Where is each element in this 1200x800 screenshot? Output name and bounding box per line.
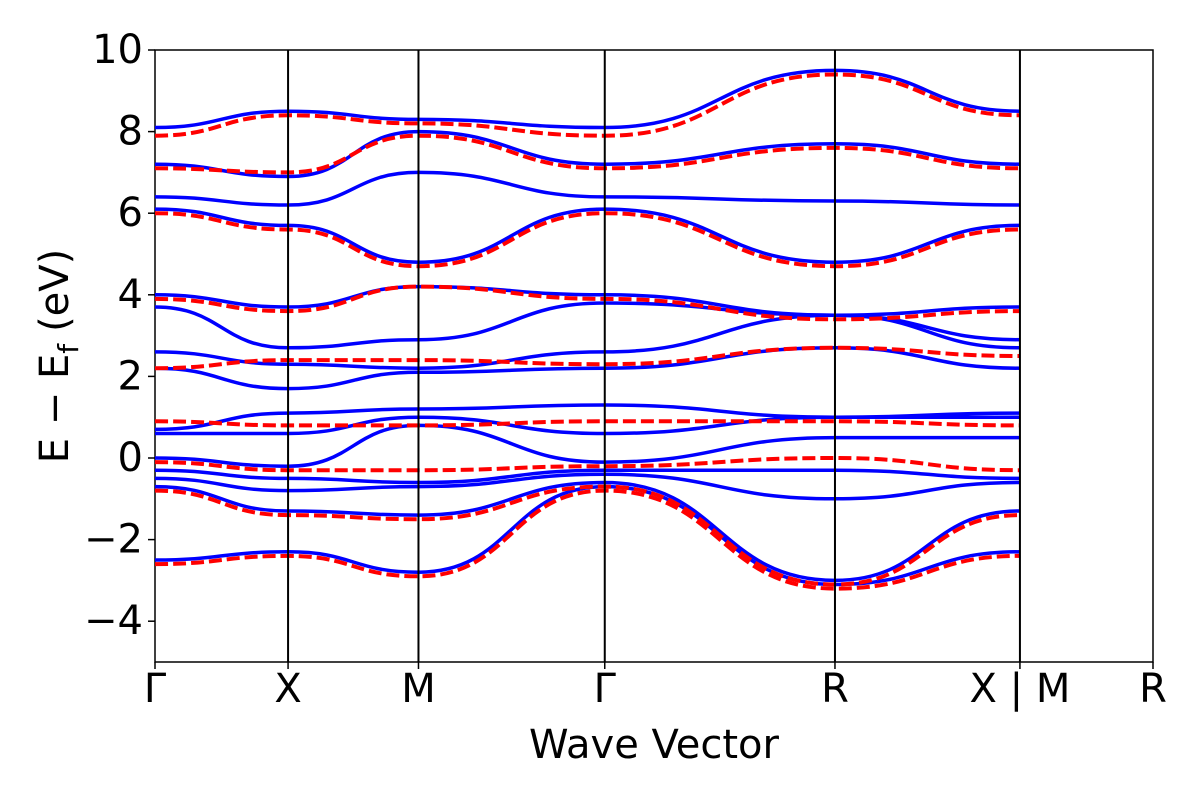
y-axis-title-unit: (eV) xyxy=(32,249,78,332)
x-tick-label: R xyxy=(821,666,849,712)
y-tick-label: −4 xyxy=(84,598,143,644)
x-tick-label: X xyxy=(274,666,301,712)
x-tick-label: M xyxy=(401,666,436,712)
x-tick-label: R xyxy=(1139,666,1167,712)
x-axis-title: Wave Vector xyxy=(529,722,780,768)
y-axis-tick-labels: 10 8 6 4 2 0 −2 −4 xyxy=(84,27,143,644)
y-tick-label: −2 xyxy=(84,517,143,563)
band-line-solid xyxy=(155,487,1153,585)
high-symmetry-lines xyxy=(287,50,1021,662)
y-tick-label: 0 xyxy=(118,435,143,481)
band-line-dashed xyxy=(155,487,1153,585)
y-tick-label: 2 xyxy=(118,353,143,399)
band-lines xyxy=(155,70,1153,588)
y-axis-title: E − Ef (eV) xyxy=(32,249,85,464)
y-tick-label: 8 xyxy=(118,109,143,155)
x-tick-label: Γ xyxy=(594,666,617,712)
y-tick-label: 4 xyxy=(118,272,143,318)
y-tick-label: 6 xyxy=(118,190,143,236)
plot-frame xyxy=(154,49,1154,663)
plot-area xyxy=(148,49,1154,669)
y-axis-title-subscript: f xyxy=(52,343,85,354)
x-axis-tick-labels: Γ X M Γ R X | M R xyxy=(144,666,1167,712)
band-line-dashed xyxy=(155,421,1153,425)
y-tick-label: 10 xyxy=(92,27,143,73)
band-line-dashed xyxy=(155,75,1153,136)
y-axis-title-main: E − E xyxy=(32,354,78,464)
band-line-dashed xyxy=(155,491,1153,589)
band-line-dashed xyxy=(155,266,1153,319)
axis-ticks xyxy=(148,49,1154,669)
band-line-solid xyxy=(155,70,1153,127)
x-tick-label: X | M xyxy=(970,666,1071,712)
band-line-solid xyxy=(155,262,1153,315)
x-tick-label: Γ xyxy=(144,666,167,712)
